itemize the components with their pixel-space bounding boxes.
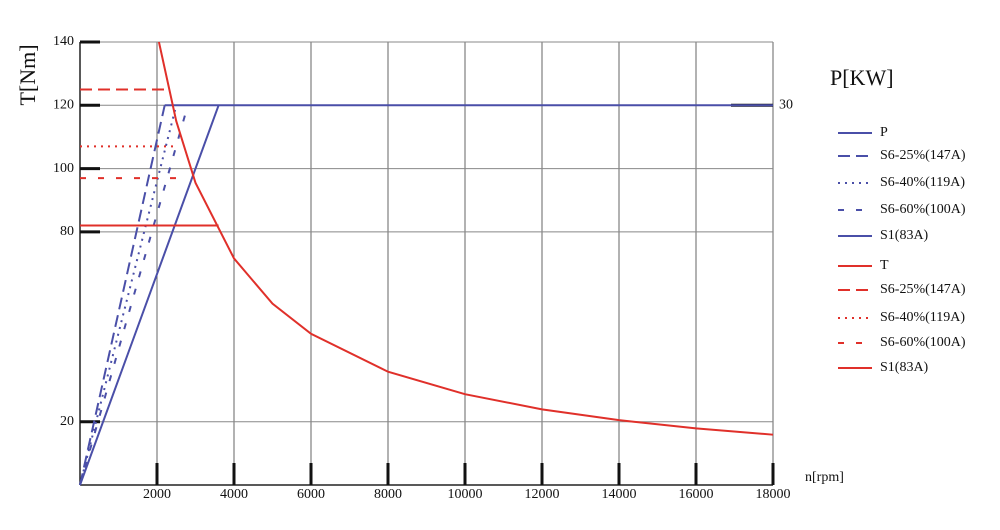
y-tick-label: 140 [53,34,74,49]
legend-label: P [880,125,888,140]
legend-label: S6-25%(147A) [880,148,966,163]
legend-label: S6-60%(100A) [880,335,966,350]
legend-label: S6-25%(147A) [880,282,966,297]
y-tick-label: 20 [60,414,74,429]
x-tick-label: 12000 [525,487,560,502]
y-tick-label: 120 [53,98,74,113]
y-tick-label: 80 [60,224,74,239]
x-tick-label: 14000 [602,487,637,502]
x-tick-label: 16000 [679,487,714,502]
x-tick-label: 18000 [756,487,791,502]
x-tick-label: 4000 [220,487,248,502]
legend-label: S6-40%(119A) [880,175,965,190]
x-tick-label: 6000 [297,487,325,502]
x-tick-label: 2000 [143,487,171,502]
y2-tick-label: 30 [779,98,793,113]
y-axis-label: T[Nm] [15,44,40,105]
series-line [79,104,220,486]
x-tick-label: 10000 [448,487,483,502]
series-line [79,105,166,486]
legend-label: S6-40%(119A) [880,310,965,325]
x-axis-label: n[rpm] [805,470,844,485]
y2-axis-label: P[KW] [830,65,894,90]
legend-label: S6-60%(100A) [880,202,966,217]
series-line [157,41,774,436]
series-line [79,105,189,486]
y-tick-label: 100 [53,161,74,176]
legend-label: S1(83A) [880,360,929,375]
x-tick-label: 8000 [374,487,402,502]
legend-label: S1(83A) [880,228,929,243]
series-line [79,105,178,486]
legend-label: T [880,258,889,273]
